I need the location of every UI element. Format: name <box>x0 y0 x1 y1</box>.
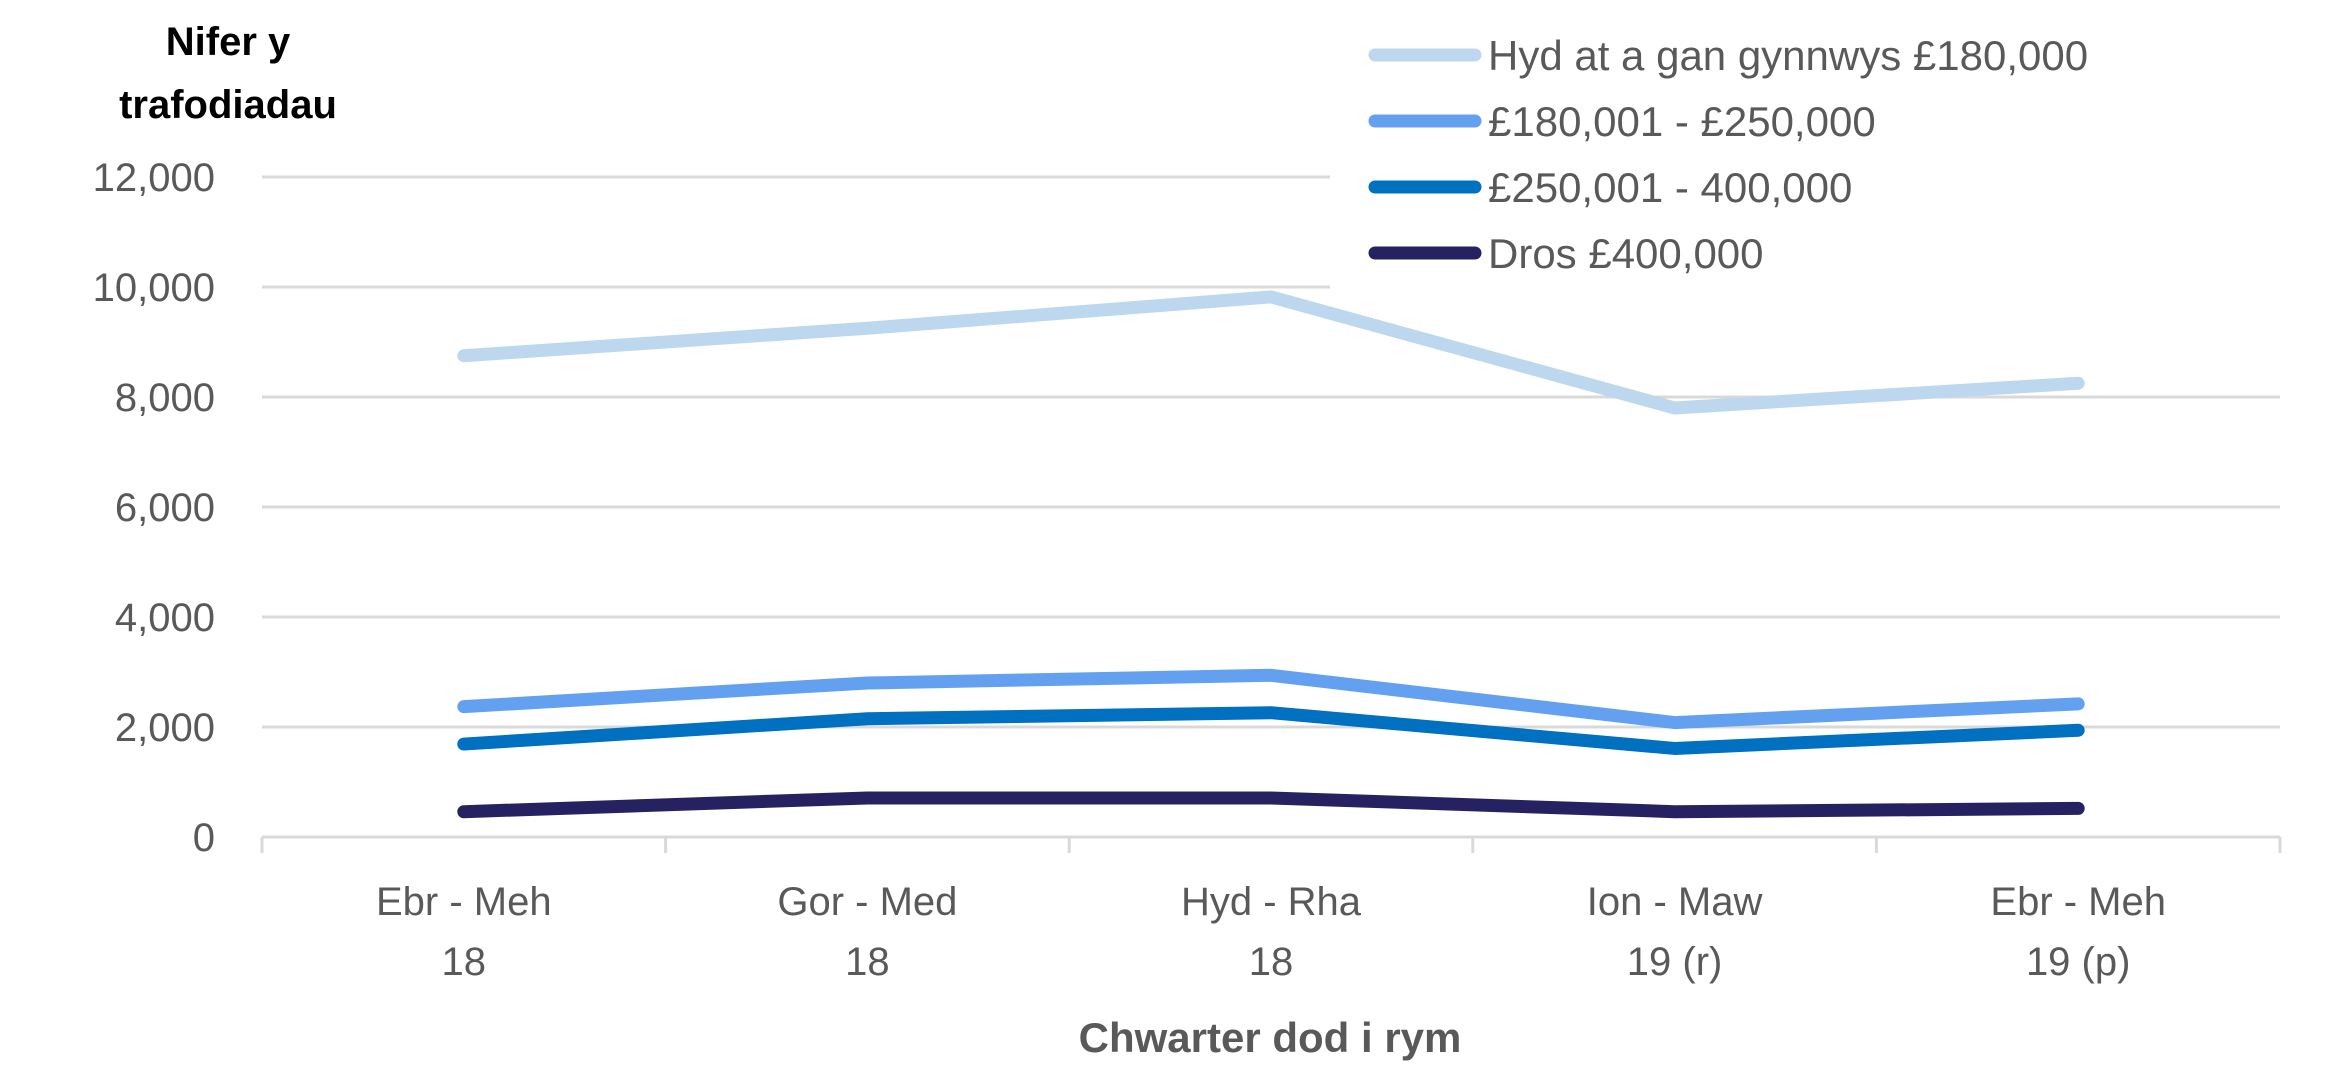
y-tick-label: 6,000 <box>115 486 215 530</box>
x-tick-label: 18 <box>845 940 890 984</box>
x-tick-label: Gor - Med <box>777 880 957 924</box>
legend-background <box>1330 20 2280 290</box>
legend-label: £250,001 - 400,000 <box>1488 164 1852 211</box>
x-tick-label: 18 <box>442 940 487 984</box>
legend-label: £180,001 - £250,000 <box>1488 98 1876 145</box>
x-tick-label: 19 (r) <box>1627 940 1723 984</box>
x-tick-label: Ebr - Meh <box>376 880 552 924</box>
x-tick-label: Ion - Maw <box>1587 880 1763 924</box>
x-tick-label: Ebr - Meh <box>1990 880 2166 924</box>
y-axis-title-line1: Nifer y <box>166 20 291 64</box>
series-line <box>457 791 2085 819</box>
legend-label: Hyd at a gan gynnwys £180,000 <box>1488 32 2088 79</box>
x-tick-label: 18 <box>1249 940 1294 984</box>
legend-label: Dros £400,000 <box>1488 230 1764 277</box>
y-tick-label: 8,000 <box>115 376 215 420</box>
y-tick-label: 0 <box>193 816 215 860</box>
series-line <box>457 290 2085 415</box>
x-tick-label: 19 (p) <box>2026 940 2131 984</box>
y-axis-title-line2: trafodiadau <box>119 83 337 127</box>
y-tick-label: 4,000 <box>115 596 215 640</box>
x-tick-label: Hyd - Rha <box>1181 880 1362 924</box>
legend: Hyd at a gan gynnwys £180,000 £180,001 - … <box>1330 20 2280 290</box>
y-tick-label: 2,000 <box>115 706 215 750</box>
y-tick-label: 10,000 <box>93 266 215 310</box>
y-tick-label: 12,000 <box>93 156 215 200</box>
x-axis-title: Chwarter dod i rym <box>1079 1014 1462 1061</box>
